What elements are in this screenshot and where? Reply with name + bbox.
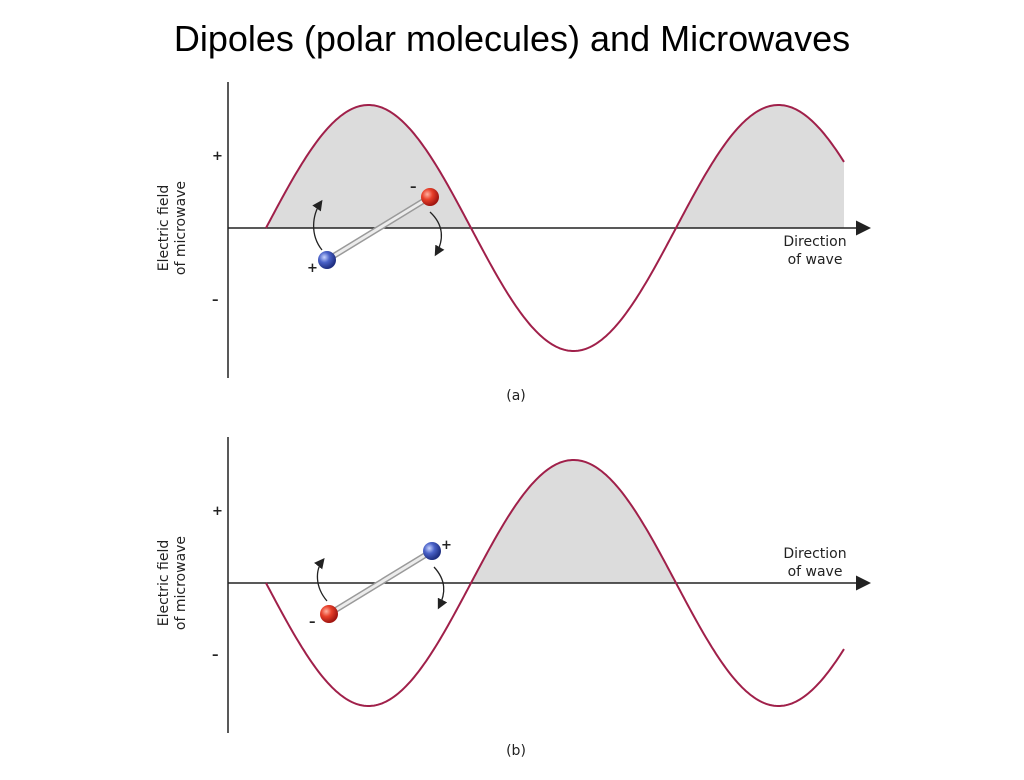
dipole-low-sign: + xyxy=(307,261,318,276)
dipole-high-sign: – xyxy=(410,180,417,195)
direction-label-line2: of wave xyxy=(788,564,843,580)
negative-atom xyxy=(421,188,439,206)
direction-label-line2: of wave xyxy=(788,252,843,268)
svg-text:Electric field: Electric field xyxy=(156,540,172,627)
positive-atom xyxy=(423,542,441,560)
positive-lobe-fill xyxy=(471,460,676,583)
panel-a-diagram: + – Electric field of microwave Directio… xyxy=(156,82,871,404)
plus-tick-label: + xyxy=(212,504,223,519)
rotation-arrow-up xyxy=(312,199,323,251)
panel-caption: (b) xyxy=(506,743,526,759)
positive-atom xyxy=(318,251,336,269)
panel-a: + – Electric field of microwave Directio… xyxy=(0,70,1024,420)
electric-field-wave xyxy=(265,104,845,352)
slide-title: Dipoles (polar molecules) and Microwaves xyxy=(173,18,851,59)
panel-caption: (a) xyxy=(506,388,526,404)
positive-lobe-fill xyxy=(266,105,471,228)
direction-label-line1: Direction xyxy=(783,546,846,562)
minus-tick-label: – xyxy=(212,648,219,663)
direction-label-line1: Direction xyxy=(783,234,846,250)
minus-tick-label: – xyxy=(212,293,219,308)
rotation-arrow-down xyxy=(433,566,448,610)
plus-tick-label: + xyxy=(212,149,223,164)
positive-lobe-fill-2 xyxy=(676,105,844,228)
svg-text:of microwave: of microwave xyxy=(173,536,189,630)
electric-field-wave xyxy=(265,459,845,707)
dipole-low-sign: – xyxy=(309,615,316,630)
y-axis-label: Electric field of microwave xyxy=(156,181,189,275)
negative-atom xyxy=(320,605,338,623)
rotation-arrow-down xyxy=(429,211,445,257)
rotation-arrow-up xyxy=(314,557,328,602)
panel-b-diagram: + – Electric field of microwave Directio… xyxy=(156,437,871,759)
panel-b: + – Electric field of microwave Directio… xyxy=(0,425,1024,775)
y-axis-label: Electric field of microwave xyxy=(156,536,189,630)
dipole-high-sign: + xyxy=(441,538,452,553)
svg-text:of microwave: of microwave xyxy=(173,181,189,275)
svg-text:Electric field: Electric field xyxy=(156,185,172,272)
